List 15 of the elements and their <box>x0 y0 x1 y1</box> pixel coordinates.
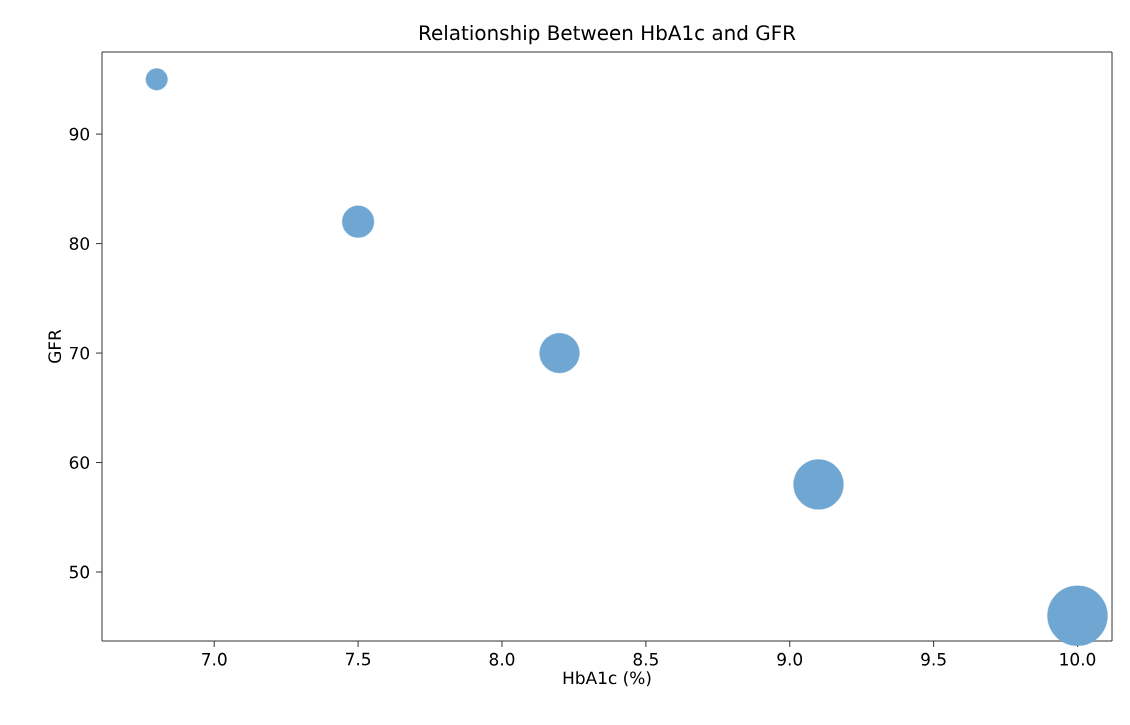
y-tick-label: 50 <box>69 565 90 579</box>
x-axis-title: HbA1c (%) <box>563 671 651 687</box>
y-axis-title: GFR <box>48 329 62 363</box>
x-tick-label: 9.0 <box>777 652 803 666</box>
y-tick-label: 80 <box>69 237 90 250</box>
chart-title: Relationship Between HbA1c and GFR <box>419 24 796 45</box>
x-tick-label: 7.0 <box>202 652 227 666</box>
y-tick-label: 60 <box>69 456 90 469</box>
y-tick-label: 70 <box>69 346 90 360</box>
x-tick-label: 8.5 <box>633 652 658 666</box>
x-tick-label: 8.0 <box>489 652 515 666</box>
x-tick-label: 9.5 <box>921 652 946 666</box>
x-tick-label: 7.5 <box>346 652 371 666</box>
y-tick-label: 90 <box>69 127 90 141</box>
x-tick-label: 10.0 <box>1060 652 1096 666</box>
